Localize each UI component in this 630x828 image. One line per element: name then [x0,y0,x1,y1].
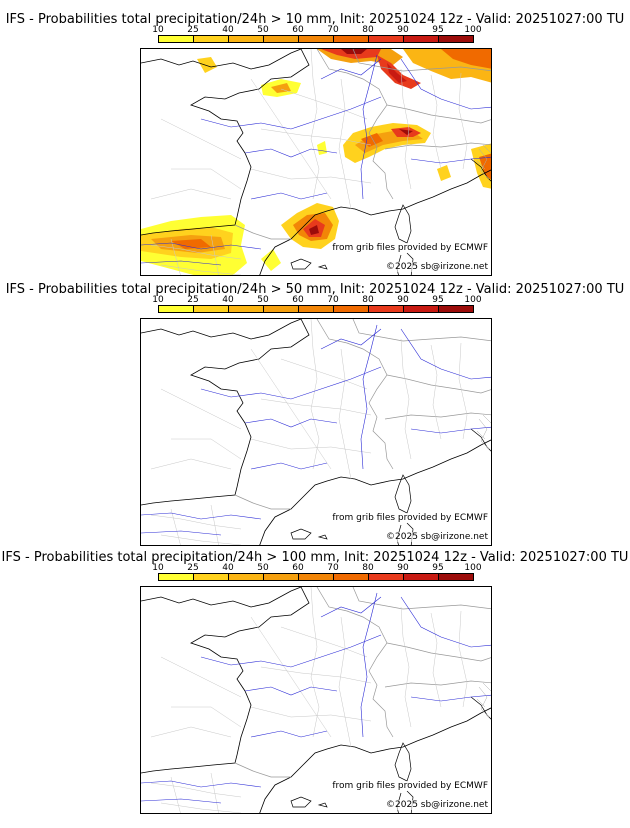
colorbar-tick: 25 [187,25,199,35]
precip-patch-italy-coast [471,143,491,189]
colorbar-swatch [299,306,334,312]
colorbar-tick: 95 [432,295,444,305]
colorbar [158,35,474,43]
colorbar-swatch [439,574,473,580]
colorbar-tick: 60 [292,25,304,35]
colorbar-tick: 90 [397,295,409,305]
colorbar-swatch [264,574,299,580]
colorbar-tick: 25 [187,563,199,573]
colorbar-swatch [369,36,404,42]
colorbar-tick: 100 [464,563,482,573]
precip-patch-iberia [141,215,281,275]
source-credit: from grib files provided by ECMWF [332,513,488,523]
map-panel-100mm: IFS - Probabilities total precipitation/… [0,538,630,814]
colorbar-swatch [299,574,334,580]
colorbar-swatch [159,306,194,312]
colorbar-tick: 10 [152,563,164,573]
colorbar-swatch [194,574,229,580]
colorbar-swatch [334,36,369,42]
colorbar-swatch [299,36,334,42]
colorbar-swatch [334,574,369,580]
precipitation-map: from grib files provided by ECMWF ©2025 … [140,48,492,276]
colorbar-swatch [194,306,229,312]
colorbar-tick: 40 [222,295,234,305]
colorbar-swatch [404,36,439,42]
colorbar-tick: 70 [327,25,339,35]
colorbar-tick: 100 [464,25,482,35]
colorbar-tick: 40 [222,25,234,35]
colorbar-tick: 95 [432,563,444,573]
panel-title: IFS - Probabilities total precipitation/… [5,12,625,27]
colorbar-swatch [264,306,299,312]
colorbar-swatch [369,574,404,580]
colorbar-tick: 10 [152,25,164,35]
colorbar-tick: 50 [257,295,269,305]
colorbar-swatch [159,574,194,580]
colorbar-swatch [159,36,194,42]
colorbar-tick: 10 [152,295,164,305]
colorbar-swatch [334,306,369,312]
colorbar-swatch [229,36,264,42]
map-panel-10mm: IFS - Probabilities total precipitation/… [0,0,630,276]
source-credit: from grib files provided by ECMWF [332,243,488,253]
colorbar [158,573,474,581]
colorbar-labels: 10 25 40 50 60 70 80 90 95 100 [152,25,482,35]
colorbar-tick: 90 [397,25,409,35]
colorbar-labels: 10 25 40 50 60 70 80 90 95 100 [152,563,482,573]
colorbar-tick: 80 [362,563,374,573]
source-credit: from grib files provided by ECMWF [332,781,488,791]
colorbar-tick: 80 [362,295,374,305]
colorbar-tick: 40 [222,563,234,573]
map-panel-50mm: IFS - Probabilities total precipitation/… [0,270,630,546]
colorbar-swatch [439,306,473,312]
colorbar-tick: 100 [464,295,482,305]
colorbar-tick: 50 [257,563,269,573]
colorbar-tick: 25 [187,295,199,305]
copyright-credit: ©2025 sb@irizone.net [386,532,488,542]
precip-patch-gulf-of-lion [281,203,339,249]
colorbar-tick: 60 [292,563,304,573]
precip-patch-alps [317,123,451,181]
colorbar-swatch [229,574,264,580]
precip-patch-north [317,49,491,89]
colorbar-swatch [404,306,439,312]
copyright-credit: ©2025 sb@irizone.net [386,800,488,810]
colorbar-labels: 10 25 40 50 60 70 80 90 95 100 [152,295,482,305]
colorbar-swatch [264,36,299,42]
precipitation-map: from grib files provided by ECMWF ©2025 … [140,318,492,546]
colorbar-tick: 90 [397,563,409,573]
copyright-credit: ©2025 sb@irizone.net [386,262,488,272]
colorbar-tick: 80 [362,25,374,35]
colorbar-tick: 70 [327,295,339,305]
colorbar-swatch [194,36,229,42]
colorbar [158,305,474,313]
colorbar-tick: 50 [257,25,269,35]
precipitation-map: from grib files provided by ECMWF ©2025 … [140,586,492,814]
colorbar-swatch [404,574,439,580]
colorbar-tick: 70 [327,563,339,573]
panel-title: IFS - Probabilities total precipitation/… [5,282,625,297]
colorbar-swatch [439,36,473,42]
colorbar-swatch [229,306,264,312]
colorbar-tick: 60 [292,295,304,305]
colorbar-tick: 95 [432,25,444,35]
panel-title: IFS - Probabilities total precipitation/… [1,550,629,565]
colorbar-swatch [369,306,404,312]
